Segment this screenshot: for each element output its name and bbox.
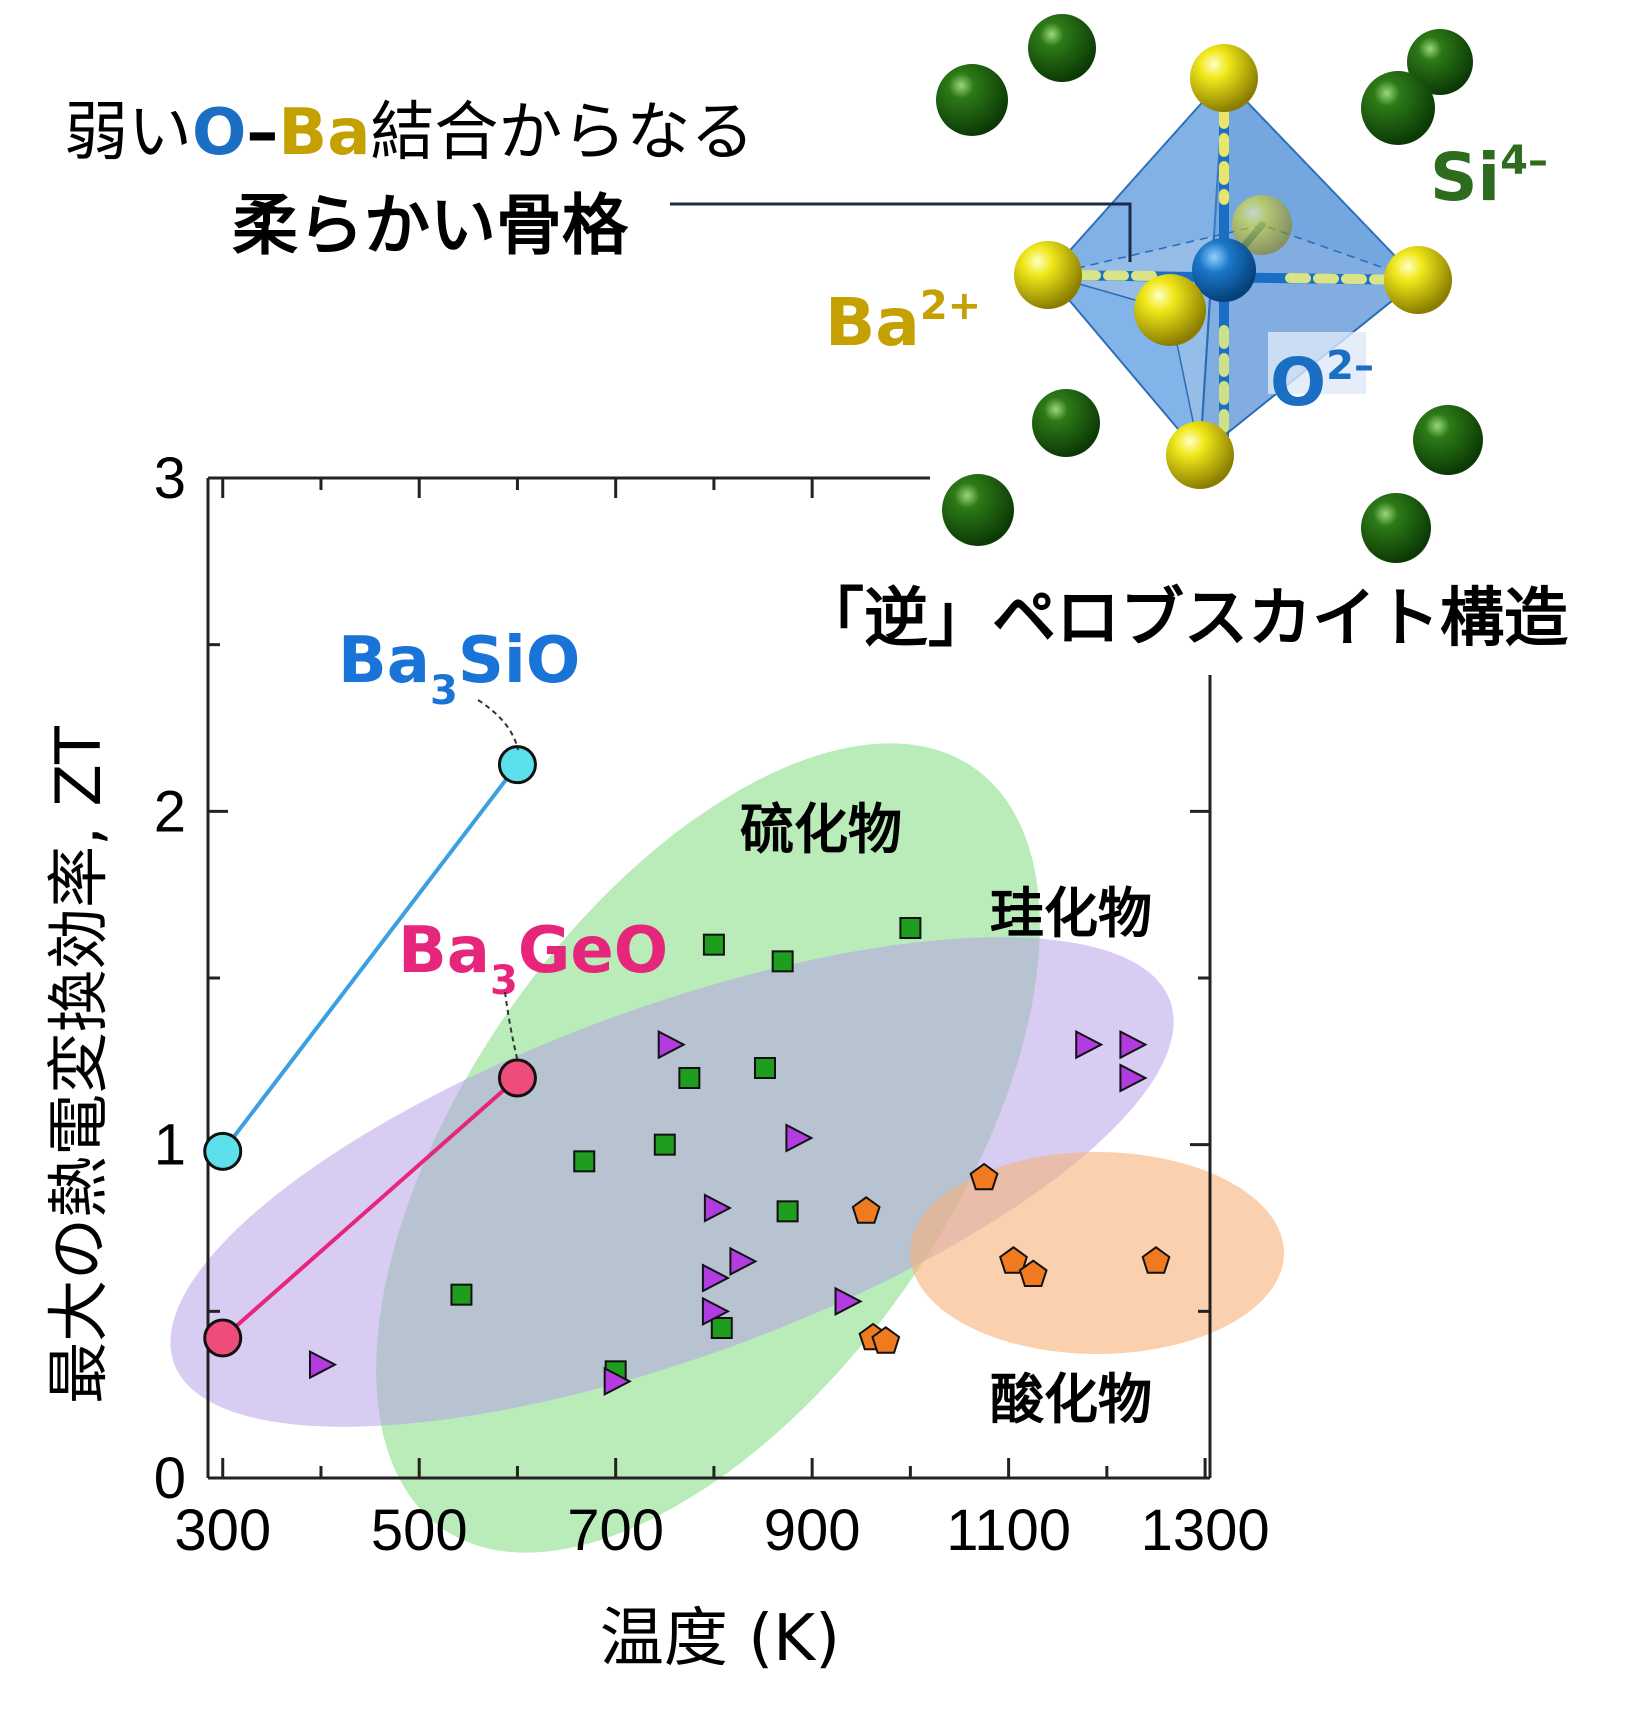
bond-caption-line1: 弱いO–Ba結合からなる bbox=[64, 96, 754, 170]
region-label-silicide: 珪化物 bbox=[990, 882, 1152, 945]
data-point-triangle bbox=[729, 1246, 758, 1276]
region-label-sulfide: 硫化物 bbox=[740, 798, 902, 861]
data-point-triangle bbox=[834, 1286, 863, 1316]
data-point-circle bbox=[497, 1058, 537, 1098]
si-ion-sphere bbox=[1361, 71, 1435, 145]
si-ion-sphere bbox=[1407, 29, 1473, 95]
data-point-triangle bbox=[701, 1296, 731, 1326]
x-tick-label: 1300 bbox=[1141, 1498, 1270, 1563]
zt-chart: 300 500 700 900 1100 1300 0 1 2 3 硫化物 珪化物 酸化物 Ba3… bbox=[42, 446, 1284, 1676]
bond-caption-line2: 柔らかい骨格 bbox=[232, 187, 629, 264]
data-point-square bbox=[899, 917, 922, 939]
x-tick-label: 900 bbox=[764, 1498, 861, 1563]
data-point-pentagon bbox=[999, 1246, 1028, 1274]
ba-ion-sphere bbox=[1232, 195, 1292, 255]
data-point-triangle bbox=[603, 1366, 632, 1396]
region-label-oxide: 酸化物 bbox=[990, 1368, 1152, 1431]
data-point-pentagon bbox=[969, 1162, 999, 1191]
ba-ion-sphere bbox=[1166, 421, 1234, 489]
data-point-square bbox=[573, 1150, 596, 1173]
data-point-pentagon bbox=[1141, 1246, 1171, 1274]
data-point-square bbox=[753, 1057, 776, 1079]
y-tick-label: 0 bbox=[154, 1446, 186, 1511]
data-point-pentagon bbox=[851, 1196, 881, 1224]
y-tick-label: 2 bbox=[154, 779, 186, 844]
si-ion-sphere bbox=[1361, 493, 1431, 563]
x-tick-label: 700 bbox=[567, 1498, 664, 1563]
ba-ion-sphere bbox=[1134, 274, 1206, 346]
si-ion-label: Si4– bbox=[1430, 138, 1548, 216]
x-tick-label: 1100 bbox=[946, 1498, 1071, 1563]
x-tick-label: 300 bbox=[174, 1498, 271, 1563]
region-oxide-ellipse bbox=[910, 1152, 1284, 1354]
perovskite-structure-illustration bbox=[936, 14, 1483, 563]
region-silicide-ellipse bbox=[170, 937, 1174, 1427]
data-point-triangle bbox=[1075, 1030, 1104, 1060]
material-regions bbox=[170, 743, 1284, 1553]
data-point-triangle bbox=[703, 1193, 733, 1223]
o-label-backdrop bbox=[1268, 332, 1366, 394]
axes: 300 500 700 900 1100 1300 0 1 2 3 bbox=[154, 446, 1270, 1563]
data-point-triangle bbox=[308, 1350, 338, 1380]
data-points bbox=[203, 745, 1171, 1396]
ba-ion-label: Ba2+ bbox=[825, 283, 981, 361]
data-point-square bbox=[702, 933, 725, 956]
si-ion-sphere bbox=[1413, 405, 1483, 475]
ba-ion-sphere bbox=[1384, 246, 1452, 314]
series-line bbox=[221, 1076, 519, 1340]
data-point-triangle bbox=[1119, 1063, 1148, 1093]
o-ion-label: O2– bbox=[1270, 343, 1374, 421]
data-point-pentagon bbox=[871, 1326, 901, 1354]
data-point-triangle bbox=[1119, 1030, 1148, 1060]
chart-labels: 硫化物 珪化物 酸化物 Ba3SiO Ba3GeO 温度 (K) 最大の熱電変換… bbox=[42, 624, 1152, 1676]
caption-leader-line bbox=[670, 202, 1132, 262]
series-lines bbox=[221, 763, 520, 1340]
data-point-pentagon bbox=[1018, 1259, 1048, 1287]
data-point-square bbox=[450, 1283, 473, 1306]
si-ion-sphere bbox=[1028, 14, 1096, 82]
annotation-ba3geo: Ba3GeO bbox=[398, 914, 668, 1004]
y-axis-label: 最大の熱電変換効率, ZT bbox=[42, 725, 115, 1404]
ba-ion-sphere bbox=[1014, 241, 1082, 309]
y-tick-label: 1 bbox=[154, 1113, 186, 1178]
structure-title: 「逆」ペロブスカイト構造 bbox=[800, 582, 1568, 656]
x-tick-label: 500 bbox=[371, 1498, 468, 1563]
si-ion-sphere bbox=[1032, 389, 1100, 457]
x-axis-label: 温度 (K) bbox=[600, 1602, 840, 1676]
data-point-circle bbox=[203, 1318, 243, 1358]
ba-ion-sphere bbox=[1190, 44, 1258, 112]
data-point-square bbox=[776, 1200, 799, 1223]
data-point-circle bbox=[203, 1131, 243, 1171]
data-point-square bbox=[710, 1317, 733, 1339]
annotation-ba3sio: Ba3SiO bbox=[338, 624, 580, 714]
series-line bbox=[221, 763, 520, 1153]
data-point-square bbox=[771, 950, 794, 973]
data-point-triangle bbox=[785, 1123, 814, 1153]
data-point-circle bbox=[497, 745, 537, 785]
y-tick-label: 3 bbox=[154, 446, 186, 511]
si-ion-sphere bbox=[936, 64, 1008, 136]
data-point-triangle bbox=[657, 1030, 686, 1060]
data-point-square bbox=[653, 1133, 676, 1156]
data-point-triangle bbox=[701, 1263, 731, 1293]
annotation-leader-ba3sio bbox=[477, 699, 519, 751]
data-point-square bbox=[678, 1067, 701, 1089]
annotation-leader-ba3geo bbox=[504, 991, 519, 1063]
si-ion-sphere bbox=[942, 474, 1014, 546]
o-ion-sphere bbox=[1192, 238, 1256, 302]
